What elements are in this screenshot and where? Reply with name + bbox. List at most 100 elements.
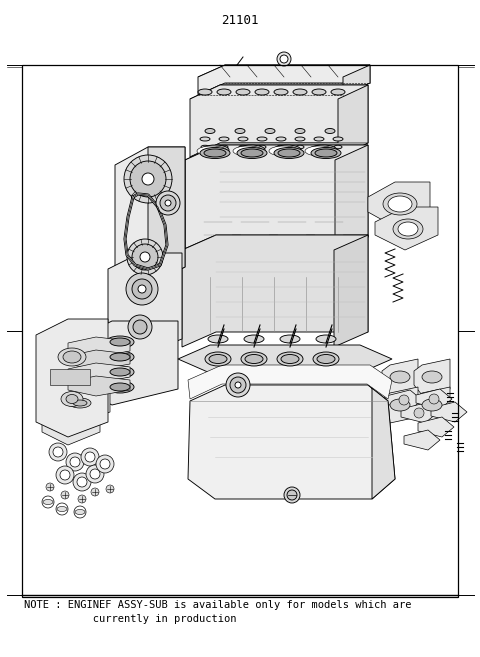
Polygon shape	[185, 145, 368, 252]
Polygon shape	[80, 321, 178, 405]
Ellipse shape	[110, 383, 130, 391]
Circle shape	[414, 408, 424, 418]
Ellipse shape	[280, 335, 300, 343]
Polygon shape	[375, 207, 438, 250]
Ellipse shape	[238, 137, 248, 141]
Circle shape	[128, 315, 152, 339]
Ellipse shape	[388, 196, 412, 212]
Ellipse shape	[383, 193, 417, 215]
Ellipse shape	[296, 145, 304, 148]
Ellipse shape	[265, 129, 275, 133]
Ellipse shape	[205, 129, 215, 133]
Ellipse shape	[63, 351, 81, 363]
Polygon shape	[198, 65, 370, 77]
Polygon shape	[36, 319, 108, 437]
Ellipse shape	[333, 137, 343, 141]
Text: currently in production: currently in production	[24, 614, 237, 624]
Circle shape	[287, 490, 297, 500]
Circle shape	[56, 503, 68, 515]
Ellipse shape	[110, 353, 130, 361]
Ellipse shape	[75, 509, 85, 514]
Ellipse shape	[110, 368, 130, 376]
Circle shape	[90, 469, 100, 479]
Ellipse shape	[258, 145, 266, 148]
Ellipse shape	[61, 392, 83, 407]
Ellipse shape	[73, 400, 87, 406]
Polygon shape	[52, 387, 110, 424]
Circle shape	[235, 382, 241, 388]
Ellipse shape	[257, 137, 267, 141]
Ellipse shape	[219, 137, 229, 141]
Polygon shape	[148, 147, 185, 285]
Circle shape	[91, 488, 99, 496]
Circle shape	[226, 373, 250, 397]
Polygon shape	[416, 389, 452, 409]
Ellipse shape	[274, 89, 288, 95]
Circle shape	[160, 195, 176, 211]
Ellipse shape	[273, 145, 301, 155]
Ellipse shape	[314, 137, 324, 141]
Circle shape	[132, 244, 158, 270]
Circle shape	[284, 487, 300, 503]
Polygon shape	[414, 359, 450, 395]
Polygon shape	[190, 85, 368, 157]
Ellipse shape	[315, 149, 337, 157]
Circle shape	[86, 465, 104, 483]
Ellipse shape	[278, 149, 300, 157]
Polygon shape	[404, 430, 440, 450]
Polygon shape	[431, 402, 467, 422]
Circle shape	[230, 377, 246, 393]
Ellipse shape	[209, 355, 227, 363]
Circle shape	[60, 470, 70, 480]
Polygon shape	[338, 85, 368, 157]
Polygon shape	[334, 235, 368, 347]
Ellipse shape	[106, 366, 134, 378]
Ellipse shape	[313, 352, 339, 366]
Circle shape	[70, 457, 80, 467]
Ellipse shape	[233, 146, 263, 156]
Polygon shape	[68, 337, 130, 357]
Ellipse shape	[58, 348, 86, 366]
Ellipse shape	[293, 89, 307, 95]
Polygon shape	[182, 235, 368, 250]
Ellipse shape	[422, 399, 442, 411]
Circle shape	[130, 161, 166, 197]
Polygon shape	[185, 145, 368, 160]
Ellipse shape	[106, 351, 134, 363]
Polygon shape	[190, 143, 368, 157]
Bar	[22, 65, 458, 597]
Polygon shape	[188, 385, 395, 499]
Circle shape	[81, 448, 99, 466]
Circle shape	[140, 252, 150, 262]
Circle shape	[73, 473, 91, 491]
Polygon shape	[401, 403, 437, 423]
Ellipse shape	[236, 89, 250, 95]
Circle shape	[280, 55, 288, 63]
Polygon shape	[190, 85, 368, 99]
Ellipse shape	[315, 145, 323, 148]
Ellipse shape	[309, 145, 337, 155]
Ellipse shape	[277, 145, 285, 148]
Ellipse shape	[200, 137, 210, 141]
Ellipse shape	[244, 335, 264, 343]
Ellipse shape	[274, 148, 304, 158]
Ellipse shape	[277, 352, 303, 366]
Ellipse shape	[66, 394, 78, 403]
Polygon shape	[382, 359, 418, 395]
Ellipse shape	[241, 149, 263, 157]
Circle shape	[165, 200, 171, 206]
Polygon shape	[335, 145, 368, 252]
Polygon shape	[68, 350, 130, 370]
Polygon shape	[42, 409, 100, 445]
Circle shape	[133, 320, 147, 334]
Ellipse shape	[325, 129, 335, 133]
Ellipse shape	[305, 146, 335, 156]
Ellipse shape	[281, 355, 299, 363]
Ellipse shape	[198, 89, 212, 95]
Ellipse shape	[317, 355, 335, 363]
Ellipse shape	[255, 89, 269, 95]
Circle shape	[132, 279, 152, 299]
Ellipse shape	[208, 335, 228, 343]
Ellipse shape	[201, 145, 209, 148]
Circle shape	[429, 394, 439, 404]
